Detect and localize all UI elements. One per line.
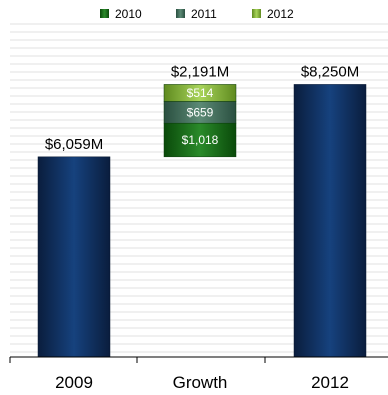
bar-2012	[293, 84, 367, 358]
legend-label-2010: 2010	[115, 7, 142, 21]
growth-total-label: $2,191M	[171, 63, 229, 80]
legend-label-2011: 2011	[191, 7, 217, 21]
legend-swatch-2010	[100, 9, 109, 18]
growth-segment-label-2011: $659	[187, 105, 214, 119]
legend-label-2012: 2012	[267, 7, 294, 21]
growth-segment-label-2010: $1,018	[182, 133, 219, 147]
bar-total-2012: $8,250M	[301, 63, 359, 80]
legend-swatch-2012	[252, 9, 261, 18]
bar-total-2009: $6,059M	[45, 136, 103, 153]
legend: 2010 2011 2012	[100, 7, 294, 21]
x-tick-label-growth: Growth	[173, 373, 228, 392]
growth-segment-2010	[163, 122, 237, 158]
x-axis: 2009 Growth 2012	[9, 356, 388, 392]
legend-swatch-2011	[176, 9, 185, 18]
x-tick-label-2009: 2009	[55, 373, 93, 392]
bars: $6,059M $8,250M $1,018 $659 $514 $2,191M	[37, 63, 367, 358]
growth-segment-2012	[163, 84, 237, 102]
bar-2009	[37, 156, 111, 358]
x-tick-label-2012: 2012	[311, 373, 349, 392]
growth-segment-label-2012: $514	[187, 86, 214, 100]
